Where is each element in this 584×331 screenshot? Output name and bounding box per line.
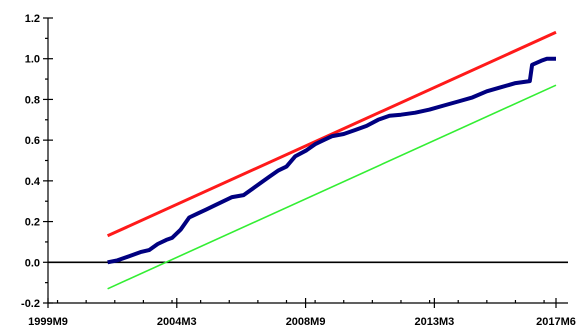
y-tick-label: 0.0: [25, 257, 40, 269]
axes: [43, 17, 568, 308]
tick-labels: -0.2 0.0 0.2 0.4 0.6 0.8 1.0 1.2 1999M9 2004M3 200…: [21, 13, 576, 328]
upper-band-line: [106, 30, 557, 238]
y-tick-label: 0.4: [25, 176, 41, 188]
y-tick-label: 0.8: [25, 94, 40, 106]
y-tick-label: -0.2: [21, 298, 40, 310]
lower-band-line: [107, 84, 557, 290]
estimate-line: [107, 56, 556, 265]
x-tick-label: 1999M9: [28, 316, 68, 328]
x-tick-label: 2013M3: [414, 316, 454, 328]
y-tick-label: 0.6: [25, 135, 40, 147]
x-tick-label: 2008M9: [286, 316, 326, 328]
x-tick-label: 2004M3: [157, 316, 197, 328]
x-tick-label: 2017M6: [536, 316, 576, 328]
y-tick-label: 0.2: [25, 217, 40, 229]
y-tick-label: 1.0: [25, 54, 40, 66]
y-tick-label: 1.2: [25, 13, 40, 25]
series-layer: [106, 30, 557, 290]
